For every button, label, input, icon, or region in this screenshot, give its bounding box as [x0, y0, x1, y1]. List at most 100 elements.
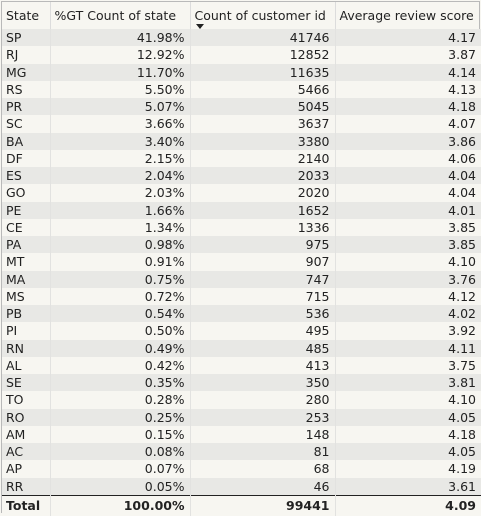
state-cell: SP [2, 29, 51, 47]
state-cell: PR [2, 98, 51, 116]
table-row[interactable]: PE 1.66% 1652 4.01 [2, 201, 481, 219]
avg-review-cell: 4.10 [335, 253, 481, 271]
table-row[interactable]: AC 0.08% 81 4.05 [2, 443, 481, 461]
table-row[interactable]: MS 0.72% 715 4.12 [2, 287, 481, 305]
state-cell: RN [2, 339, 51, 357]
customer-count-cell: 5466 [190, 80, 336, 98]
column-header-label: Count of customer id [194, 8, 326, 23]
total-avg-score: 4.09 [335, 494, 481, 516]
table-row[interactable]: AL 0.42% 413 3.75 [2, 356, 481, 374]
column-header-pct-count[interactable]: %GT Count of state [50, 2, 191, 29]
pct-count-cell: 1.34% [50, 218, 191, 236]
customer-count-cell: 536 [190, 305, 336, 323]
customer-count-cell: 41746 [190, 29, 336, 47]
pct-count-cell: 3.40% [50, 132, 191, 150]
customer-count-cell: 350 [190, 374, 336, 392]
avg-review-cell: 4.13 [335, 80, 481, 98]
table-row[interactable]: PA 0.98% 975 3.85 [2, 236, 481, 254]
customer-count-cell: 2033 [190, 167, 336, 185]
customer-count-cell: 2020 [190, 184, 336, 202]
avg-review-cell: 4.04 [335, 167, 481, 185]
avg-review-cell: 3.85 [335, 218, 481, 236]
table-row[interactable]: ES 2.04% 2033 4.04 [2, 167, 481, 185]
state-cell: RO [2, 408, 51, 426]
customer-count-cell: 907 [190, 253, 336, 271]
table-row[interactable]: TO 0.28% 280 4.10 [2, 391, 481, 409]
customer-count-cell: 68 [190, 460, 336, 478]
pct-count-cell: 0.75% [50, 270, 191, 288]
table-row[interactable]: CE 1.34% 1336 3.85 [2, 218, 481, 236]
customer-count-cell: 46 [190, 477, 336, 496]
table-row[interactable]: RO 0.25% 253 4.05 [2, 408, 481, 426]
column-header-count-customer[interactable]: Count of customer id [190, 2, 336, 29]
avg-review-cell: 4.07 [335, 115, 481, 133]
sort-descending-icon[interactable] [195, 24, 204, 29]
customer-count-cell: 81 [190, 443, 336, 461]
state-cell: MA [2, 270, 51, 288]
total-pct: 100.00% [50, 494, 191, 516]
state-cell: ES [2, 167, 51, 185]
state-cell: SC [2, 115, 51, 133]
pct-count-cell: 5.50% [50, 80, 191, 98]
customer-count-cell: 975 [190, 236, 336, 254]
state-cell: MS [2, 287, 51, 305]
customer-count-cell: 11635 [190, 63, 336, 81]
state-cell: MT [2, 253, 51, 271]
column-header-state[interactable]: State [2, 2, 51, 29]
table-header: State %GT Count of state Count of custom… [2, 2, 481, 29]
pct-count-cell: 0.91% [50, 253, 191, 271]
avg-review-cell: 3.85 [335, 236, 481, 254]
avg-review-cell: 4.10 [335, 391, 481, 409]
avg-review-cell: 4.01 [335, 201, 481, 219]
pct-count-cell: 0.15% [50, 425, 191, 443]
table-row[interactable]: RJ 12.92% 12852 3.87 [2, 46, 481, 64]
table-row[interactable]: AM 0.15% 148 4.18 [2, 425, 481, 443]
customer-count-cell: 715 [190, 287, 336, 305]
table-row[interactable]: MG 11.70% 11635 4.14 [2, 63, 481, 81]
customer-count-cell: 485 [190, 339, 336, 357]
state-cell: AP [2, 460, 51, 478]
table-row[interactable]: PB 0.54% 536 4.02 [2, 305, 481, 323]
table-row[interactable]: DF 2.15% 2140 4.06 [2, 149, 481, 167]
state-cell: MG [2, 63, 51, 81]
pct-count-cell: 0.98% [50, 236, 191, 254]
state-cell: RS [2, 80, 51, 98]
customer-count-cell: 495 [190, 322, 336, 340]
avg-review-cell: 4.05 [335, 408, 481, 426]
table-row[interactable]: RS 5.50% 5466 4.13 [2, 80, 481, 98]
table-row[interactable]: RN 0.49% 485 4.11 [2, 339, 481, 357]
column-header-avg-review[interactable]: Average review score [339, 8, 474, 23]
table-row[interactable]: SE 0.35% 350 3.81 [2, 374, 481, 392]
table-row[interactable]: AP 0.07% 68 4.19 [2, 460, 481, 478]
state-cell: PE [2, 201, 51, 219]
pct-count-cell: 0.42% [50, 356, 191, 374]
pct-count-cell: 0.72% [50, 287, 191, 305]
pct-count-cell: 0.08% [50, 443, 191, 461]
customer-count-cell: 5045 [190, 98, 336, 116]
customer-count-cell: 3637 [190, 115, 336, 133]
customer-count-cell: 280 [190, 391, 336, 409]
table-row[interactable]: SP 41.98% 41746 4.17 [2, 29, 481, 47]
table-row[interactable]: SC 3.66% 3637 4.07 [2, 115, 481, 133]
pct-count-cell: 3.66% [50, 115, 191, 133]
table-row[interactable]: PI 0.50% 495 3.92 [2, 322, 481, 340]
total-label: Total [2, 494, 51, 516]
pct-count-cell: 2.03% [50, 184, 191, 202]
table-row[interactable]: MT 0.91% 907 4.10 [2, 253, 481, 271]
table-row[interactable]: MA 0.75% 747 3.76 [2, 270, 481, 288]
total-count: 99441 [190, 494, 336, 516]
table-row[interactable]: GO 2.03% 2020 4.04 [2, 184, 481, 202]
state-cell: PI [2, 322, 51, 340]
pct-count-cell: 2.15% [50, 149, 191, 167]
table-row[interactable]: RR 0.05% 46 3.61 [2, 477, 481, 496]
pct-count-cell: 0.50% [50, 322, 191, 340]
pct-count-cell: 0.54% [50, 305, 191, 323]
avg-review-cell: 3.92 [335, 322, 481, 340]
pct-count-cell: 0.05% [50, 477, 191, 496]
table-body: SP 41.98% 41746 4.17 RJ 12.92% 12852 3.87 MG 11.7… [2, 29, 481, 496]
pct-count-cell: 0.28% [50, 391, 191, 409]
table-row[interactable]: BA 3.40% 3380 3.86 [2, 132, 481, 150]
table-row[interactable]: PR 5.07% 5045 4.18 [2, 98, 481, 116]
state-cell: BA [2, 132, 51, 150]
